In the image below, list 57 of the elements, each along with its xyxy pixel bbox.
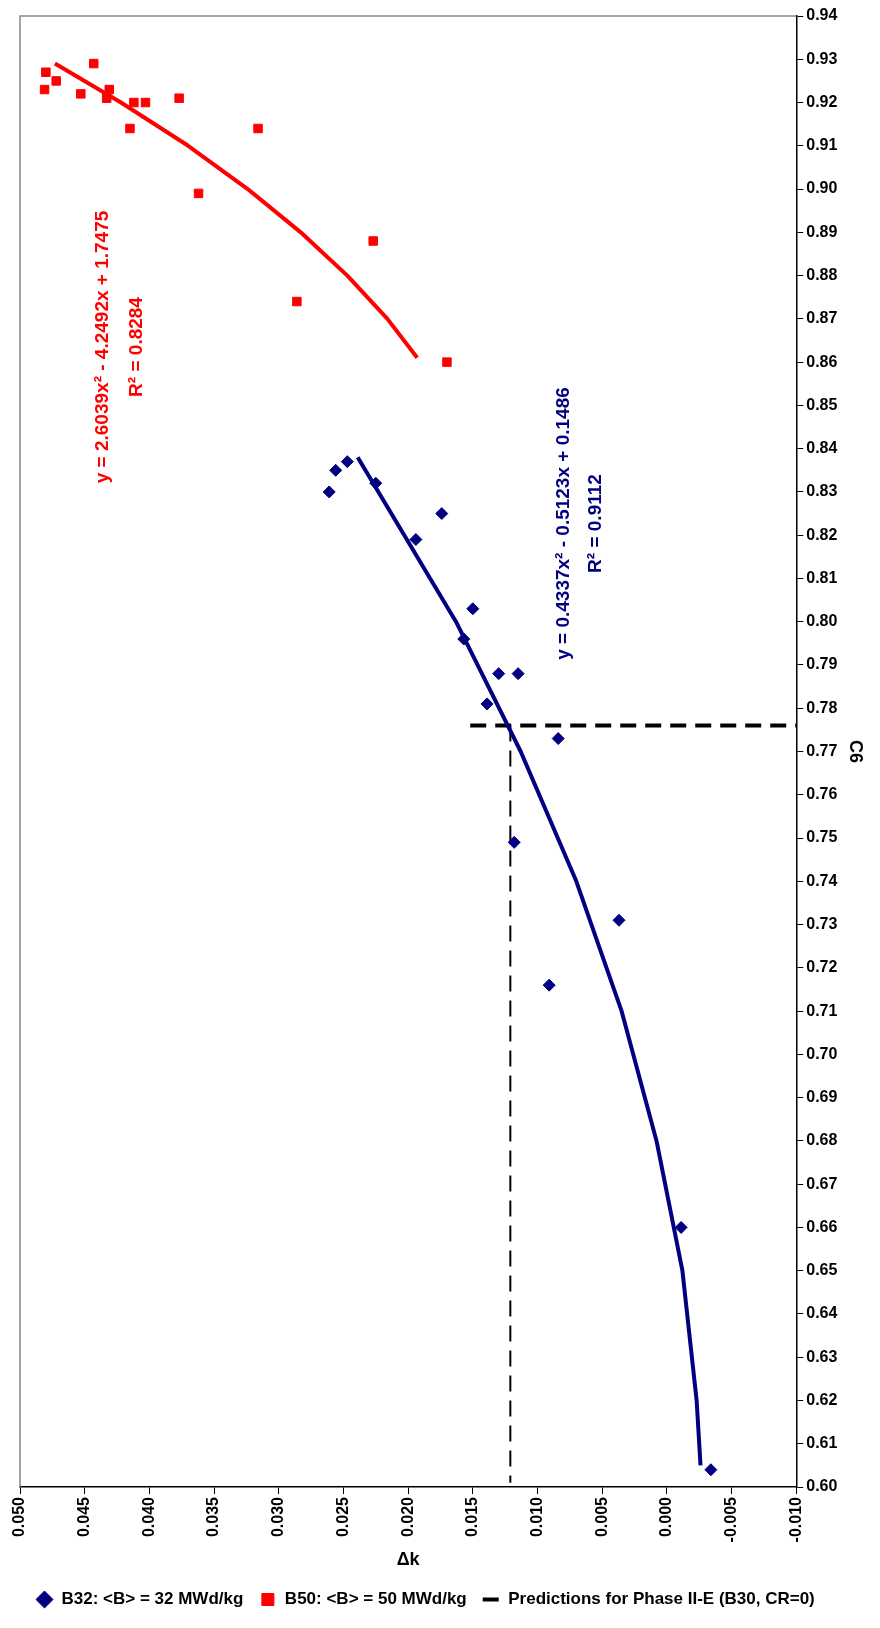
- x-axis-title: Δk: [396, 1549, 421, 1570]
- y-tick-label: 0.83: [806, 482, 838, 500]
- y-tick-label: 0.87: [806, 309, 838, 327]
- y-tick-label: 0.61: [806, 1434, 838, 1452]
- y-tick-label: 0.93: [806, 49, 838, 67]
- y-tick-label: 0.67: [806, 1174, 838, 1192]
- annotation: R² = 0.8284: [124, 296, 146, 397]
- legend-label: B32: <B> = 32 MWd/kg: [61, 1589, 244, 1609]
- y-tick-label: 0.69: [806, 1088, 838, 1106]
- x-tick-label: 0.040: [139, 1496, 157, 1538]
- y-tick-label: 0.64: [806, 1304, 838, 1322]
- y-tick-label: 0.60: [806, 1477, 838, 1495]
- x-tick-label: 0.015: [463, 1496, 481, 1538]
- y-tick-label: 0.82: [806, 525, 838, 543]
- x-tick-label: 0.020: [398, 1496, 416, 1538]
- x-tick-label: 0.005: [592, 1496, 610, 1538]
- legend-label: B50: <B> = 50 MWd/kg: [284, 1589, 467, 1609]
- y-tick-label: 0.76: [806, 785, 838, 803]
- y-tick-label: 0.80: [806, 612, 838, 630]
- x-tick-label: 0.030: [269, 1496, 287, 1538]
- y-tick-label: 0.75: [806, 828, 838, 846]
- annotation: y = 0.4337x² - 0.5123x + 0.1486: [551, 387, 573, 660]
- y-tick-label: 0.90: [806, 179, 838, 197]
- y-tick-label: 0.79: [806, 655, 838, 673]
- y-tick-label: 0.77: [806, 741, 838, 759]
- y-tick-label: 0.78: [806, 698, 838, 716]
- y-tick-label: 0.63: [806, 1347, 838, 1365]
- y-tick-label: 0.66: [806, 1217, 838, 1235]
- x-tick-label: 0.035: [204, 1496, 222, 1538]
- x-tick-label: 0.050: [10, 1496, 28, 1538]
- y-tick-label: 0.88: [806, 266, 838, 283]
- annotation: R² = 0.9112: [584, 474, 606, 573]
- legend-label: Predictions for Phase II-E (B30, CR=0): [508, 1589, 815, 1609]
- y-tick-label: 0.72: [806, 958, 838, 976]
- annotation: y = 2.6039x² - 4.2492x + 1.7475: [91, 210, 113, 484]
- y-tick-label: 0.81: [806, 568, 838, 586]
- y-tick-label: 0.94: [806, 6, 838, 24]
- y-tick-label: 0.71: [806, 1001, 838, 1019]
- x-tick-label: 0.000: [657, 1496, 675, 1538]
- y-tick-label: 0.91: [806, 136, 838, 154]
- y-tick-label: 0.73: [806, 914, 838, 932]
- x-tick-label: -0.010: [786, 1496, 804, 1543]
- y-tick-label: 0.62: [806, 1390, 838, 1408]
- x-tick-label: 0.010: [527, 1496, 545, 1538]
- y-tick-label: 0.65: [806, 1261, 838, 1279]
- y-tick-label: 0.85: [806, 395, 838, 413]
- y-tick-label: 0.89: [806, 222, 838, 240]
- x-tick-label: 0.045: [75, 1496, 93, 1538]
- y-tick-label: 0.74: [806, 871, 838, 889]
- y-tick-label: 0.84: [806, 439, 838, 457]
- y-axis-title: C6: [846, 740, 867, 764]
- y-tick-label: 0.86: [806, 352, 838, 370]
- y-tick-label: 0.92: [806, 92, 838, 110]
- y-tick-label: 0.70: [806, 1044, 838, 1062]
- x-tick-label: 0.025: [333, 1496, 351, 1538]
- x-tick-label: -0.005: [721, 1496, 739, 1543]
- y-tick-label: 0.68: [806, 1131, 838, 1149]
